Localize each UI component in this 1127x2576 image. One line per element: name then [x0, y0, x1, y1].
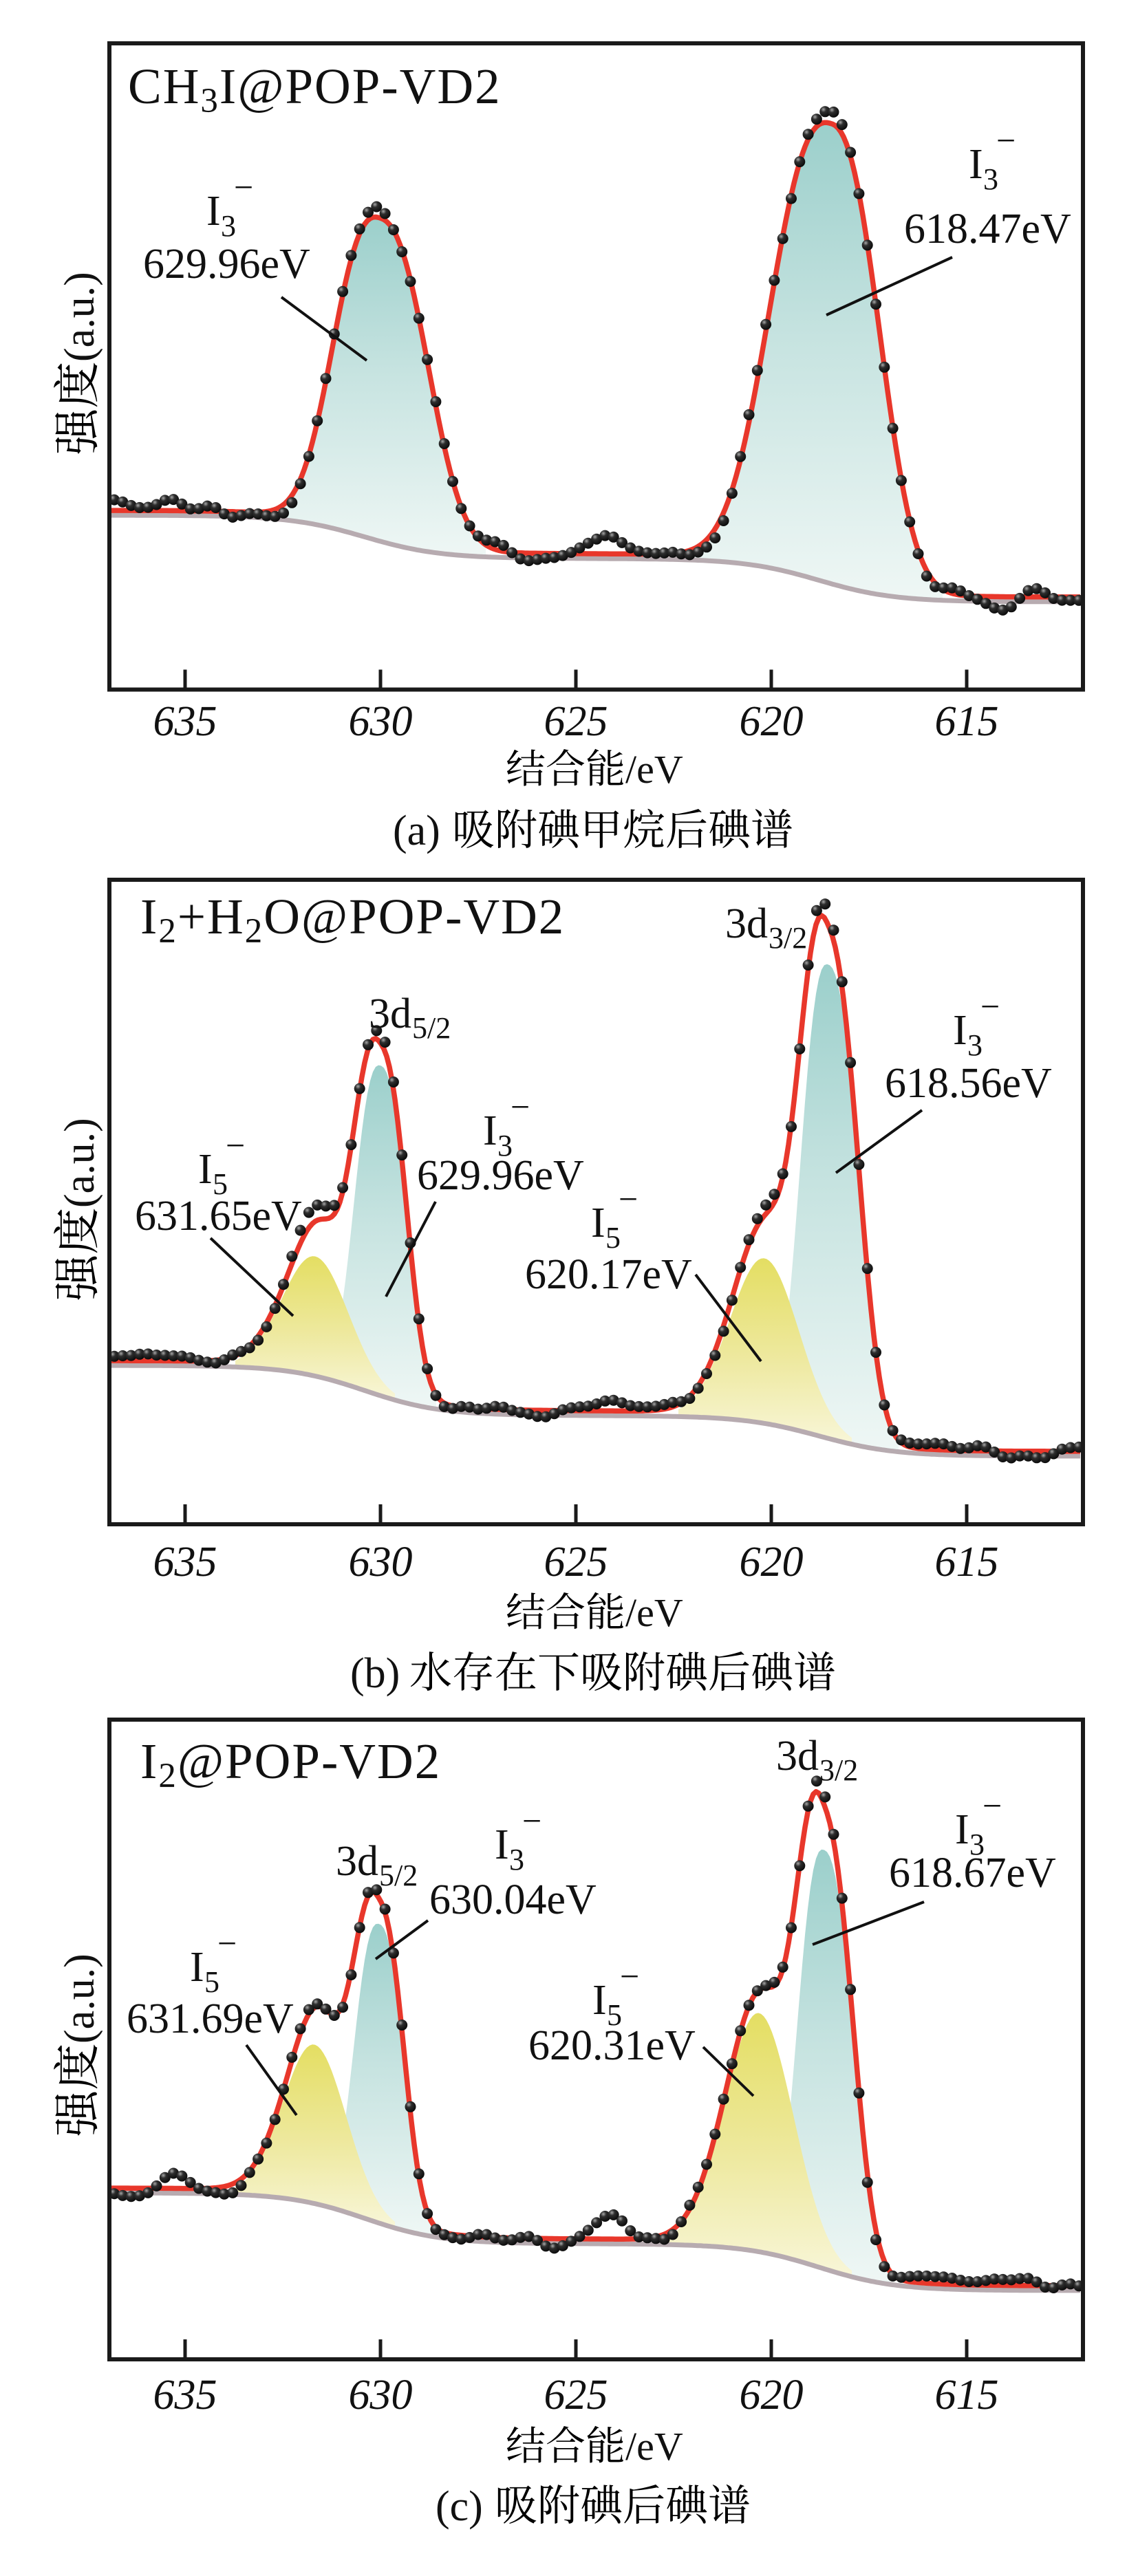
- svg-text:3/2: 3/2: [819, 1753, 858, 1787]
- svg-text:I: I: [495, 1821, 509, 1868]
- svg-text:I: I: [969, 141, 983, 188]
- svg-text:−: −: [217, 1924, 237, 1962]
- svg-text:3: 3: [983, 162, 998, 196]
- svg-text:630: 630: [349, 1539, 413, 1585]
- svg-text:5/2: 5/2: [379, 1859, 418, 1892]
- svg-text:620: 620: [740, 1539, 804, 1585]
- svg-text:(b): (b): [350, 1650, 400, 1697]
- svg-text:3: 3: [509, 1843, 524, 1876]
- svg-text:625: 625: [544, 1539, 608, 1585]
- svg-text:615: 615: [935, 2372, 999, 2418]
- svg-text:620: 620: [740, 2372, 804, 2418]
- svg-text:−: −: [522, 1801, 541, 1840]
- svg-text:625: 625: [544, 2372, 608, 2418]
- svg-text:631.65eV: 631.65eV: [135, 1193, 302, 1240]
- svg-text:630: 630: [349, 2372, 413, 2418]
- svg-text:I: I: [592, 1977, 607, 2024]
- svg-text:(c): (c): [436, 2483, 483, 2530]
- svg-text:I: I: [206, 188, 221, 235]
- svg-text:/eV: /eV: [625, 2424, 683, 2469]
- svg-text:CH3I@POP-VD2: CH3I@POP-VD2: [128, 58, 502, 120]
- svg-text:−: −: [226, 1126, 245, 1165]
- svg-text:−: −: [511, 1087, 530, 1126]
- svg-text:629.96eV: 629.96eV: [143, 241, 310, 288]
- svg-text:I: I: [591, 1200, 605, 1246]
- svg-text:I2@POP-VD2: I2@POP-VD2: [140, 1733, 441, 1795]
- svg-text:I: I: [953, 1007, 967, 1054]
- svg-text:615: 615: [935, 1539, 999, 1585]
- svg-text:5: 5: [605, 1221, 621, 1255]
- svg-text:618.56eV: 618.56eV: [885, 1060, 1052, 1107]
- svg-text:5/2: 5/2: [412, 1011, 451, 1045]
- svg-text:I: I: [955, 1806, 969, 1853]
- svg-text:630: 630: [349, 698, 413, 745]
- svg-text:620: 620: [740, 698, 804, 745]
- svg-text:I2+H2O@POP-VD2: I2+H2O@POP-VD2: [140, 889, 565, 951]
- svg-text:−: −: [980, 987, 1000, 1026]
- svg-text:I: I: [483, 1107, 497, 1154]
- svg-text:−: −: [619, 1180, 638, 1218]
- svg-text:615: 615: [935, 698, 999, 745]
- svg-text:620.17eV: 620.17eV: [525, 1251, 692, 1298]
- svg-text:618.47eV: 618.47eV: [904, 206, 1071, 252]
- svg-text:(a): (a): [393, 808, 440, 854]
- svg-text:(a.u.): (a.u.): [56, 1118, 103, 1208]
- svg-text:625: 625: [544, 698, 608, 745]
- svg-text:(a.u.): (a.u.): [56, 1953, 103, 2044]
- svg-text:5: 5: [213, 1167, 228, 1201]
- svg-text:635: 635: [153, 698, 217, 745]
- svg-text:3: 3: [221, 209, 236, 243]
- svg-text:3: 3: [497, 1129, 513, 1162]
- svg-text:I: I: [190, 1944, 204, 1991]
- svg-text:3: 3: [967, 1028, 983, 1062]
- svg-text:−: −: [234, 168, 253, 206]
- svg-text:630.04eV: 630.04eV: [429, 1876, 597, 1923]
- svg-text:/eV: /eV: [625, 747, 683, 792]
- svg-text:635: 635: [153, 2372, 217, 2418]
- svg-text:−: −: [620, 1957, 639, 1995]
- svg-text:635: 635: [153, 1539, 217, 1585]
- svg-text:3/2: 3/2: [769, 921, 807, 955]
- svg-text:I: I: [198, 1146, 213, 1193]
- svg-text:/eV: /eV: [625, 1590, 683, 1635]
- svg-text:3d: 3d: [336, 1838, 378, 1885]
- svg-text:3d: 3d: [776, 1733, 819, 1779]
- svg-text:−: −: [996, 121, 1016, 160]
- svg-text:5: 5: [204, 1965, 219, 1999]
- svg-text:(a.u.): (a.u.): [56, 272, 103, 362]
- svg-text:618.67eV: 618.67eV: [889, 1850, 1056, 1896]
- svg-text:3d: 3d: [725, 900, 768, 947]
- svg-text:3d: 3d: [369, 991, 411, 1037]
- svg-text:620.31eV: 620.31eV: [528, 2022, 696, 2069]
- svg-text:629.96eV: 629.96eV: [417, 1152, 584, 1199]
- svg-text:5: 5: [607, 1998, 622, 2032]
- svg-text:−: −: [983, 1786, 1002, 1825]
- svg-text:631.69eV: 631.69eV: [127, 1995, 294, 2042]
- svg-text:3: 3: [969, 1828, 985, 1861]
